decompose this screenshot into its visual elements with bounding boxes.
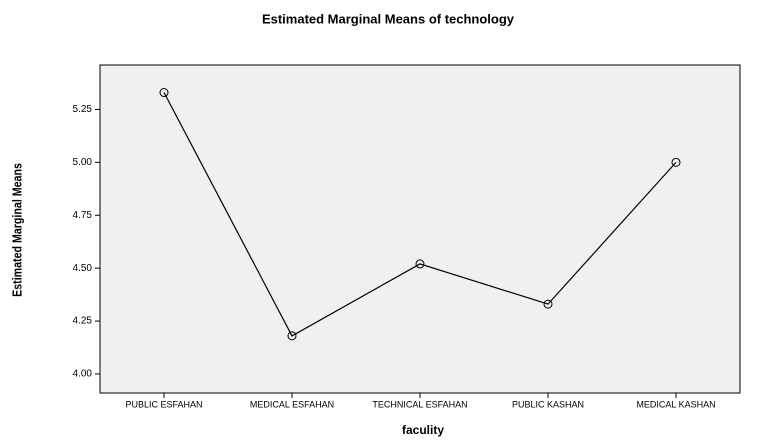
y-tick-label: 4.00: [73, 369, 93, 380]
x-tick-label: TECHNICAL ESFAHAN: [372, 399, 467, 409]
chart: Estimated Marginal Means of technology f…: [0, 0, 757, 440]
x-tick-label: PUBLIC ESFAHAN: [125, 399, 202, 409]
x-tick-label: MEDICAL ESFAHAN: [250, 399, 334, 409]
plot-area: [100, 65, 740, 393]
x-tick-label: MEDICAL KASHAN: [636, 399, 715, 409]
y-tick-label: 4.50: [73, 263, 93, 274]
x-tick-label: PUBLIC KASHAN: [512, 399, 584, 409]
y-tick-label: 5.25: [73, 104, 93, 115]
x-axis-label: faculity: [402, 423, 444, 437]
y-tick-label: 4.25: [73, 316, 93, 327]
chart-title: Estimated Marginal Means of technology: [262, 11, 515, 26]
y-axis-label: Estimated Marginal Means: [9, 163, 24, 297]
y-tick-label: 5.00: [73, 157, 93, 168]
y-tick-label: 4.75: [73, 210, 93, 221]
